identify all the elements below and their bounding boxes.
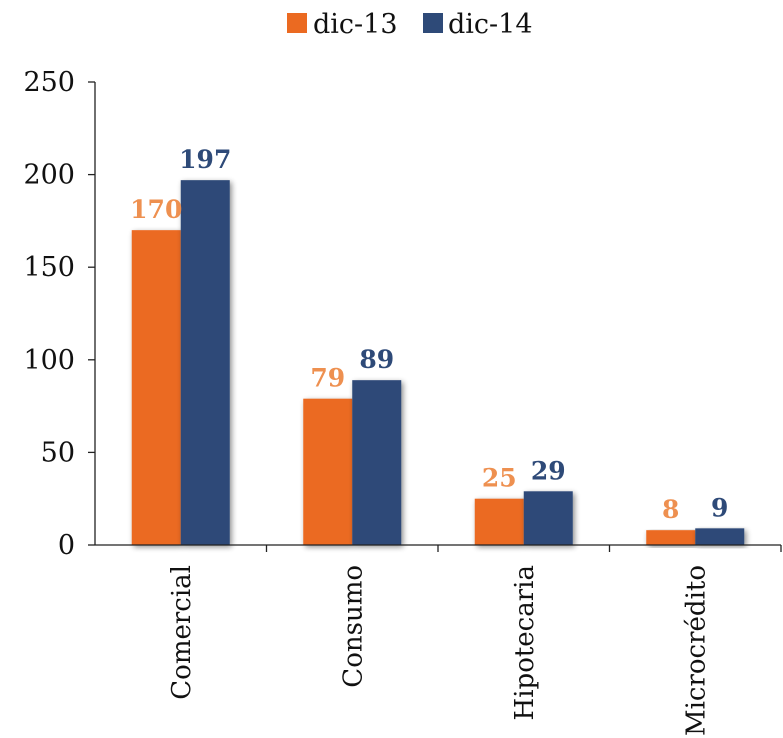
data-label-dic-14-comercial: 197 <box>179 145 231 174</box>
bar-dic-14-consumo <box>352 380 402 545</box>
data-label-dic-14-microcrédito: 9 <box>711 493 728 522</box>
y-tick-label: 150 <box>23 252 75 283</box>
bar-dic-13-comercial <box>131 230 181 545</box>
legend: dic-13 dic-14 <box>287 9 533 40</box>
y-axis: 0 50 100 150 200 250 <box>23 67 96 561</box>
legend-label-dic-14: dic-14 <box>448 9 533 40</box>
bars <box>131 180 745 545</box>
x-axis: Comercial Consumo Hipotecaria Microcrédito <box>95 544 782 736</box>
legend-swatch-dic-13 <box>287 13 307 33</box>
bar-dic-13-consumo <box>303 398 353 545</box>
x-category-label: Comercial <box>167 565 197 700</box>
x-category-label: Consumo <box>338 565 368 688</box>
data-label-dic-13-comercial: 170 <box>130 195 182 224</box>
data-label-dic-13-consumo: 79 <box>310 364 345 393</box>
y-tick-label: 200 <box>23 160 75 191</box>
legend-swatch-dic-14 <box>423 13 443 33</box>
legend-label-dic-13: dic-13 <box>313 9 398 40</box>
data-label-dic-13-hipotecaria: 25 <box>482 464 517 493</box>
bar-dic-14-hipotecaria <box>523 491 573 545</box>
data-label-dic-13-microcrédito: 8 <box>662 495 679 524</box>
y-tick-label: 250 <box>23 67 75 98</box>
bar-dic-13-hipotecaria <box>474 498 524 545</box>
y-tick-label: 50 <box>41 437 75 468</box>
data-label-dic-14-consumo: 89 <box>359 345 394 374</box>
y-tick-label: 100 <box>23 345 75 376</box>
bar-dic-14-microcrédito <box>695 528 745 545</box>
x-category-label: Microcrédito <box>681 565 711 736</box>
bar-dic-13-microcrédito <box>646 530 696 545</box>
bar-dic-14-comercial <box>180 180 230 545</box>
y-tick-label: 0 <box>58 530 75 561</box>
data-label-dic-14-hipotecaria: 29 <box>531 456 566 485</box>
x-category-label: Hipotecaria <box>510 565 540 720</box>
